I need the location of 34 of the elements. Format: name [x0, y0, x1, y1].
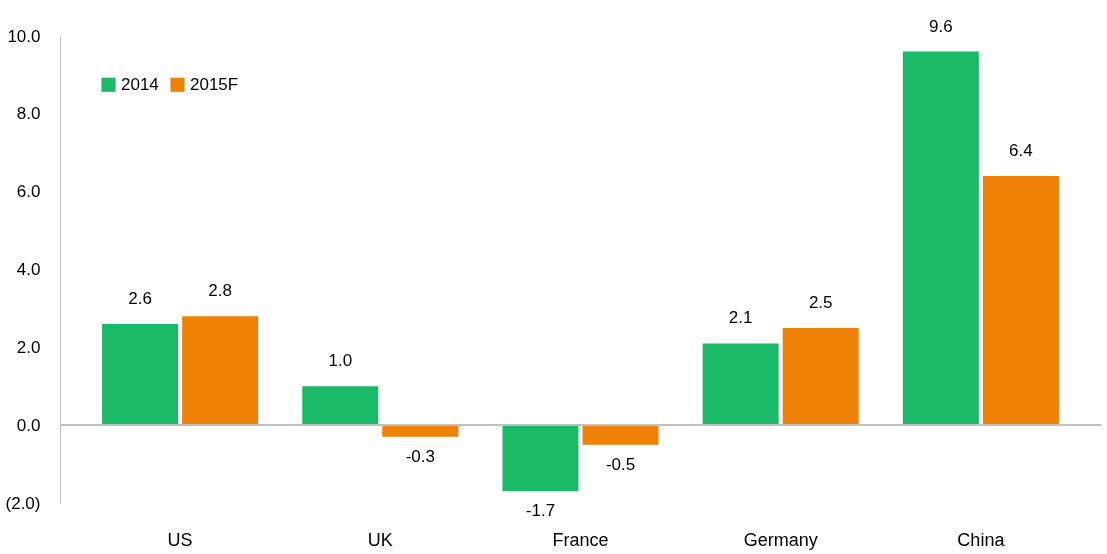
legend-label: 2015F — [190, 74, 239, 94]
y-tick-label: 0.0 — [16, 415, 41, 435]
y-tick-label: (2.0) — [5, 493, 41, 513]
y-tick-label: 8.0 — [16, 104, 41, 124]
y-tick-label: 2.0 — [16, 337, 41, 357]
data-label: 2.8 — [208, 281, 232, 301]
legend-label: 2014 — [121, 74, 159, 94]
data-label: 2.5 — [808, 292, 833, 312]
data-label: 9.6 — [929, 16, 953, 36]
x-tick-label: China — [957, 529, 1006, 550]
bar — [382, 425, 459, 437]
bar — [902, 51, 979, 426]
data-label: -1.7 — [525, 501, 556, 521]
bar — [302, 386, 379, 426]
x-tick-label: UK — [367, 529, 393, 550]
bar — [182, 316, 259, 426]
bar — [502, 425, 579, 492]
bar — [782, 327, 859, 426]
bar — [982, 176, 1059, 426]
bar — [102, 323, 179, 426]
x-tick-label: France — [552, 529, 609, 550]
y-tick-label: 4.0 — [16, 260, 41, 279]
data-label: -0.3 — [405, 446, 435, 466]
data-label: 1.0 — [328, 351, 353, 371]
data-label: 2.6 — [128, 288, 152, 308]
y-tick-label: 6.0 — [16, 182, 41, 202]
data-label: 6.4 — [1009, 141, 1033, 161]
x-tick-label: Germany — [743, 529, 818, 550]
data-label: 2.1 — [728, 308, 753, 328]
bar — [582, 425, 659, 445]
y-tick-label: 10.0 — [7, 26, 41, 46]
data-label: -0.5 — [605, 454, 636, 474]
x-tick-label: US — [167, 529, 193, 550]
bar — [702, 343, 779, 426]
